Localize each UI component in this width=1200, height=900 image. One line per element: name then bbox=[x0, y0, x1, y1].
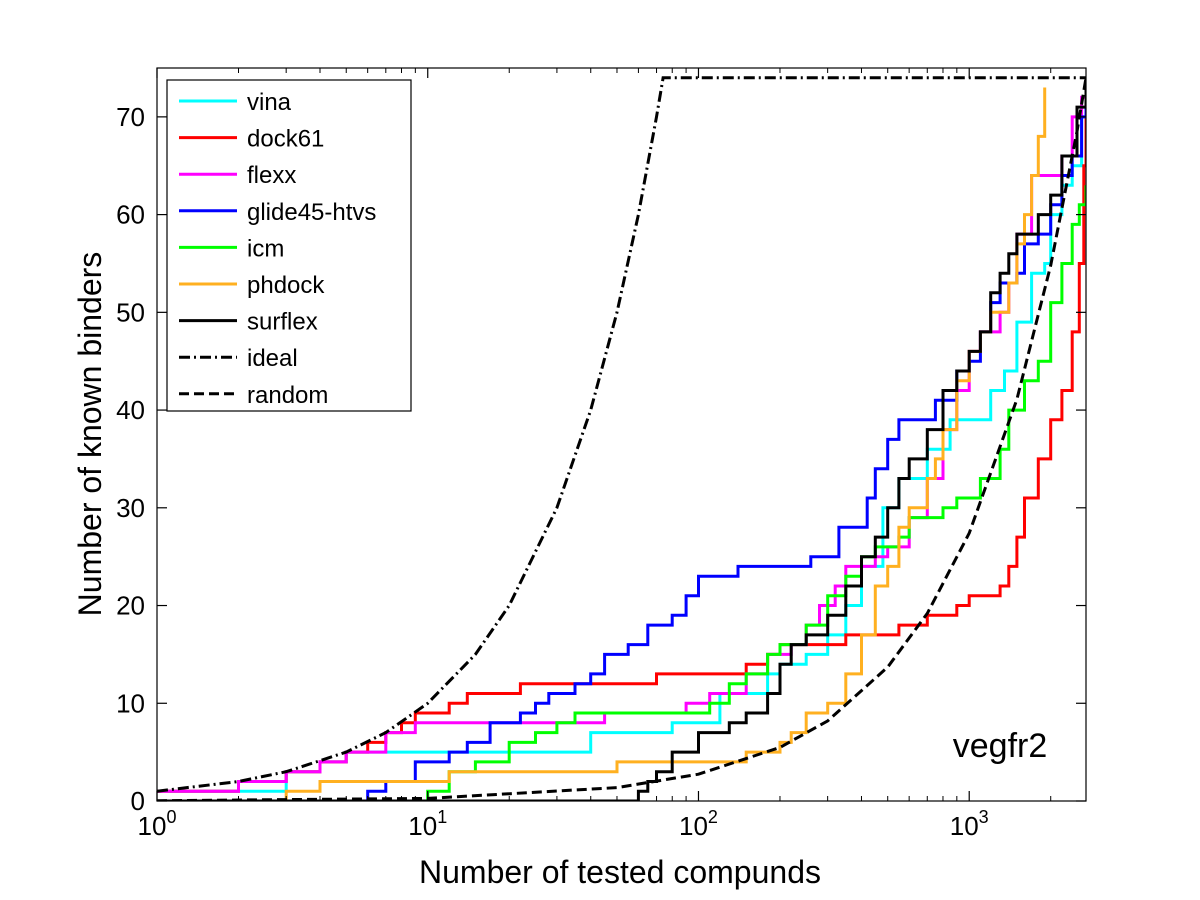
legend-label-glide45-htvs: glide45-htvs bbox=[247, 199, 376, 226]
legend-label-dock61: dock61 bbox=[247, 126, 324, 153]
legend-label-ideal: ideal bbox=[247, 345, 298, 372]
y-tick-label: 60 bbox=[116, 200, 145, 230]
series-line-icm bbox=[157, 185, 1086, 801]
x-tick-label: 101 bbox=[408, 807, 447, 841]
x-axis-label: Number of tested compunds bbox=[419, 854, 821, 890]
x-tick-label: 100 bbox=[138, 807, 177, 841]
legend: vina dock61 flexx glide45-htvs icm phdock surf… bbox=[166, 79, 412, 412]
chart-annotation: vegfr2 bbox=[953, 727, 1048, 765]
y-tick-label: 70 bbox=[116, 102, 145, 132]
y-tick-label: 50 bbox=[116, 297, 145, 327]
plot-frame bbox=[156, 67, 1087, 802]
legend-label-random: random bbox=[247, 382, 328, 409]
y-axis-label: Number of known binders bbox=[72, 252, 108, 617]
series-line-phdock bbox=[157, 87, 1047, 801]
legend-label-icm: icm bbox=[247, 235, 284, 262]
legend-label-vina: vina bbox=[247, 89, 292, 116]
y-tick-label: 20 bbox=[116, 591, 145, 621]
x-tick-label: 102 bbox=[679, 807, 718, 841]
x-tick-label: 103 bbox=[950, 807, 989, 841]
series-line-random bbox=[157, 77, 1086, 801]
legend-label-flexx: flexx bbox=[247, 162, 296, 189]
series-line-ideal bbox=[157, 76, 1086, 793]
series-layer bbox=[157, 76, 1086, 801]
y-tick-label: 30 bbox=[116, 493, 145, 523]
y-tick-label: 40 bbox=[116, 395, 145, 425]
legend-label-surflex: surflex bbox=[247, 309, 318, 336]
series-line-surflex bbox=[157, 77, 1086, 801]
series-line-glide45-htvs bbox=[157, 77, 1086, 801]
legend-label-phdock: phdock bbox=[247, 272, 325, 299]
y-tick-label: 0 bbox=[131, 786, 145, 816]
ticks-layer: 100 101 102 103 0 10 20 30 40 50 60 70 bbox=[116, 68, 1086, 841]
y-tick-label: 10 bbox=[116, 688, 145, 718]
